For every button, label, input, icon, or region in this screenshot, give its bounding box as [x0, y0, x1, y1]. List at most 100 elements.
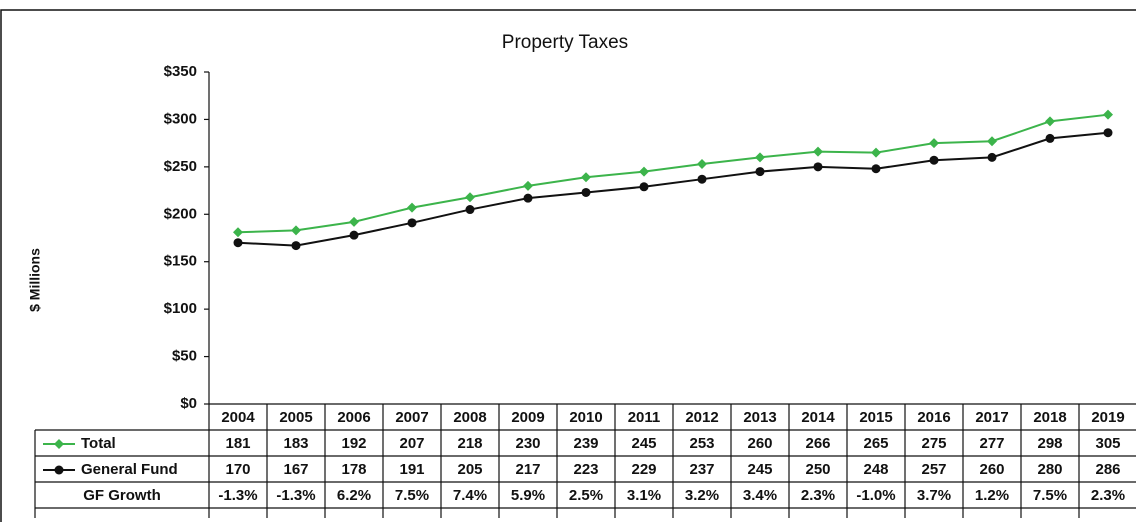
marker — [465, 192, 475, 203]
marker — [813, 162, 823, 172]
marker — [929, 138, 939, 149]
marker — [1045, 133, 1055, 143]
table-value: 183 — [283, 435, 308, 452]
marker — [639, 166, 649, 177]
growth-value: 2.3% — [1091, 487, 1125, 504]
table-value: 205 — [457, 461, 482, 478]
growth-value: 6.2% — [337, 487, 371, 504]
growth-value: 2.3% — [801, 487, 835, 504]
marker — [871, 147, 881, 158]
table-value: 260 — [979, 461, 1004, 478]
x-tick-label: 2006 — [337, 409, 370, 426]
marker — [639, 182, 649, 192]
marker — [407, 202, 417, 213]
table-value: 286 — [1095, 461, 1120, 478]
table-value: 245 — [747, 461, 772, 478]
table-value: 191 — [399, 461, 424, 478]
marker — [523, 180, 533, 191]
marker — [755, 152, 765, 163]
table-value: 257 — [921, 461, 946, 478]
x-tick-label: 2011 — [628, 409, 661, 426]
table-value: 280 — [1037, 461, 1062, 478]
y-tick-label: $0 — [180, 395, 197, 412]
table-value: 178 — [341, 461, 366, 478]
table-value: 260 — [747, 435, 772, 452]
marker — [697, 159, 707, 170]
marker — [407, 218, 417, 228]
x-tick-label: 2010 — [569, 409, 602, 426]
table-value: 266 — [805, 435, 830, 452]
table-value: 170 — [225, 461, 250, 478]
marker — [349, 216, 359, 227]
legend-label: General Fund — [81, 461, 178, 478]
growth-value: 5.9% — [511, 487, 545, 504]
x-tick-label: 2016 — [917, 409, 950, 426]
table-value: 275 — [921, 435, 946, 452]
growth-value: 3.1% — [627, 487, 661, 504]
x-tick-label: 2017 — [975, 409, 1008, 426]
x-tick-label: 2018 — [1033, 409, 1066, 426]
table-value: 265 — [863, 435, 888, 452]
table-value: 237 — [689, 461, 714, 478]
growth-value: 1.2% — [975, 487, 1009, 504]
x-tick-label: 2007 — [395, 409, 428, 426]
marker — [465, 205, 475, 215]
growth-label: GF Growth — [83, 487, 161, 504]
growth-value: 3.4% — [743, 487, 777, 504]
table-value: 229 — [631, 461, 656, 478]
growth-value: -1.3% — [218, 487, 257, 504]
marker — [54, 465, 64, 475]
marker — [929, 155, 939, 165]
chart-title: Property Taxes — [502, 32, 628, 53]
marker — [523, 193, 533, 203]
marker — [755, 167, 765, 177]
growth-value: 7.5% — [395, 487, 429, 504]
line — [237, 131, 1109, 247]
y-axis-label: $ Millions — [27, 248, 43, 312]
y-tick-label: $100 — [164, 300, 197, 317]
x-tick-label: 2009 — [511, 409, 544, 426]
table-value: 207 — [399, 435, 424, 452]
legend-label: Total — [81, 435, 116, 452]
growth-value: 3.7% — [917, 487, 951, 504]
table-value: 298 — [1037, 435, 1062, 452]
x-tick-label: 2004 — [221, 409, 255, 426]
marker — [697, 174, 707, 184]
growth-value: -1.3% — [276, 487, 315, 504]
marker — [987, 136, 997, 147]
table-value: 250 — [805, 461, 830, 478]
table-value: 239 — [573, 435, 598, 452]
x-tick-label: 2015 — [859, 409, 892, 426]
marker — [813, 146, 823, 157]
y-tick-label: $150 — [164, 253, 197, 270]
line — [237, 113, 1109, 234]
table-value: 167 — [283, 461, 308, 478]
marker — [987, 152, 997, 162]
growth-value: 7.4% — [453, 487, 487, 504]
y-tick-label: $300 — [164, 110, 197, 127]
table-value: 277 — [979, 435, 1004, 452]
growth-value: -1.0% — [856, 487, 895, 504]
x-tick-label: 2005 — [279, 409, 312, 426]
y-tick-label: $200 — [164, 205, 197, 222]
marker — [871, 164, 881, 174]
x-tick-label: 2012 — [685, 409, 718, 426]
x-tick-label: 2014 — [801, 409, 835, 426]
x-tick-label: 2008 — [453, 409, 486, 426]
table-value: 230 — [515, 435, 540, 452]
x-tick-label: 2019 — [1091, 409, 1124, 426]
marker — [1103, 128, 1113, 138]
marker — [233, 227, 243, 238]
table-value: 217 — [515, 461, 540, 478]
y-tick-label: $350 — [164, 63, 197, 80]
table-value: 218 — [457, 435, 482, 452]
table-value: 253 — [689, 435, 714, 452]
growth-value: 7.5% — [1033, 487, 1067, 504]
growth-value: 2.5% — [569, 487, 603, 504]
table-value: 245 — [631, 435, 656, 452]
table-value: 223 — [573, 461, 598, 478]
x-tick-label: 2013 — [743, 409, 776, 426]
marker — [291, 225, 301, 236]
marker — [233, 238, 243, 248]
